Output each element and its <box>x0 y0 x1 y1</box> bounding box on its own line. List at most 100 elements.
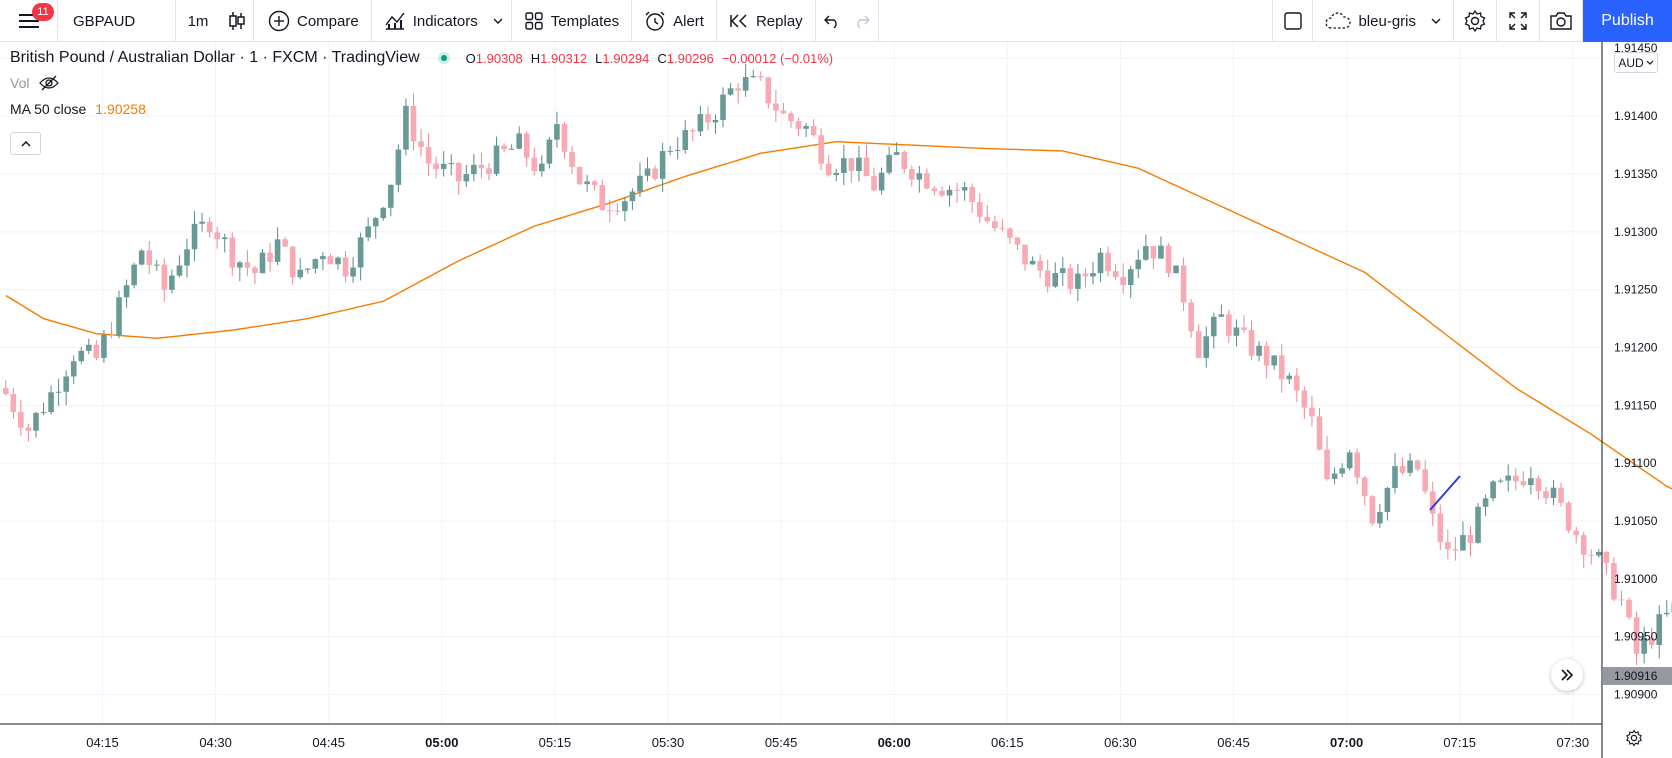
candle-body <box>176 265 183 276</box>
indicators-dropdown[interactable] <box>486 0 512 42</box>
candle <box>1618 590 1625 606</box>
time-tick-label: 05:45 <box>765 735 798 750</box>
candle <box>1369 495 1376 526</box>
candle <box>1075 264 1081 301</box>
replay-button[interactable]: Replay <box>717 0 816 42</box>
compare-button[interactable]: Compare <box>254 0 372 42</box>
candle <box>214 226 220 249</box>
candle <box>841 144 847 186</box>
candle-body <box>1558 487 1564 503</box>
candle-body <box>1210 316 1217 337</box>
price-chart[interactable]: 1.91400 1.91350 1.91300 1.91250 1.91200 1.911… <box>0 42 1672 758</box>
candle-body <box>893 152 900 155</box>
candle <box>1248 320 1255 360</box>
candle <box>1059 257 1066 286</box>
redo-icon[interactable] <box>854 14 870 28</box>
candle-body <box>569 151 575 167</box>
fullscreen-button[interactable] <box>1497 0 1540 42</box>
candle-body <box>1090 273 1096 277</box>
publish-button[interactable]: Publish <box>1583 0 1672 42</box>
snapshot-button[interactable] <box>1540 0 1583 42</box>
candle-body <box>1467 535 1474 543</box>
candle <box>70 355 77 385</box>
chevron-down-icon <box>1431 18 1441 24</box>
candle-body <box>871 176 877 191</box>
candle <box>1331 467 1338 485</box>
indicators-button[interactable]: Indicators <box>372 0 486 42</box>
axis-settings-icon[interactable] <box>1625 729 1643 747</box>
candle <box>93 340 100 361</box>
candle-body <box>1580 535 1587 555</box>
ma-value: 1.90258 <box>95 101 146 117</box>
candle-body <box>433 163 439 169</box>
candle-body <box>1452 549 1459 551</box>
notification-badge: 11 <box>32 3 54 21</box>
templates-button[interactable]: Templates <box>512 0 633 42</box>
layout-save-button[interactable]: bleu-gris <box>1313 0 1454 42</box>
candle <box>176 255 183 278</box>
interval-button[interactable]: 1m <box>187 12 209 30</box>
candle <box>304 267 311 274</box>
eye-off-icon[interactable] <box>39 75 60 91</box>
candle <box>418 128 424 157</box>
candle-body <box>1082 273 1089 277</box>
candle <box>138 249 145 266</box>
candle-body <box>395 149 402 185</box>
ohlc-values: O1.90308 H1.90312 L1.90294 C1.90296 −0.0… <box>466 51 833 66</box>
candle <box>546 137 553 169</box>
candle <box>455 161 462 195</box>
candle-body <box>1150 246 1157 259</box>
scroll-to-realtime-button[interactable] <box>1551 659 1583 691</box>
candle <box>1037 254 1043 279</box>
candle <box>410 93 417 151</box>
candle <box>1007 227 1013 244</box>
candle-body <box>1052 273 1059 287</box>
candle-body <box>1392 466 1398 488</box>
candle-body <box>1173 265 1179 274</box>
candle <box>1271 355 1277 370</box>
candle-body <box>357 237 364 268</box>
candle <box>825 155 832 177</box>
settings-button[interactable] <box>1454 0 1497 42</box>
candle-body <box>1520 481 1527 486</box>
candle-body <box>554 124 560 140</box>
candle <box>720 87 726 128</box>
candle <box>576 166 583 185</box>
plus-circle-icon <box>268 10 290 32</box>
candle-body <box>1044 270 1051 287</box>
alarm-clock-icon <box>645 11 665 31</box>
symbol-title[interactable]: British Pound / Australian Dollar · 1 · … <box>10 49 420 66</box>
candle <box>931 186 938 196</box>
candle-body <box>1339 468 1345 474</box>
candle-body <box>1663 612 1670 615</box>
candle <box>1407 453 1413 477</box>
symbol-search[interactable]: GBPAUD <box>58 0 176 42</box>
candle <box>682 120 689 154</box>
undo-icon[interactable] <box>823 14 840 28</box>
candle-body <box>1346 452 1353 469</box>
candle <box>750 70 757 79</box>
vol-label[interactable]: Vol <box>10 75 30 91</box>
candle-body <box>818 135 824 164</box>
candle-body <box>1482 498 1489 507</box>
candle-body <box>1535 478 1542 492</box>
candle-body <box>48 392 54 413</box>
candle <box>992 215 998 232</box>
candle <box>856 145 862 182</box>
chart-type-button[interactable] <box>220 0 254 42</box>
collapse-legend-button[interactable] <box>10 132 41 155</box>
candle-body <box>1497 480 1504 482</box>
select-layout-button[interactable] <box>1273 0 1314 42</box>
candle <box>433 156 439 179</box>
candle-body <box>1528 478 1534 486</box>
market-status-icon[interactable] <box>437 52 450 64</box>
alert-button[interactable]: Alert <box>632 0 717 42</box>
candle-body <box>478 164 485 169</box>
candle <box>1580 532 1587 568</box>
currency-selector[interactable]: AUD <box>1614 52 1658 73</box>
ma-label[interactable]: MA 50 close <box>10 101 87 117</box>
candle-body <box>1309 407 1315 417</box>
candle <box>554 111 560 148</box>
main-menu-button[interactable]: 11 <box>0 0 58 42</box>
candle-body <box>606 210 613 212</box>
